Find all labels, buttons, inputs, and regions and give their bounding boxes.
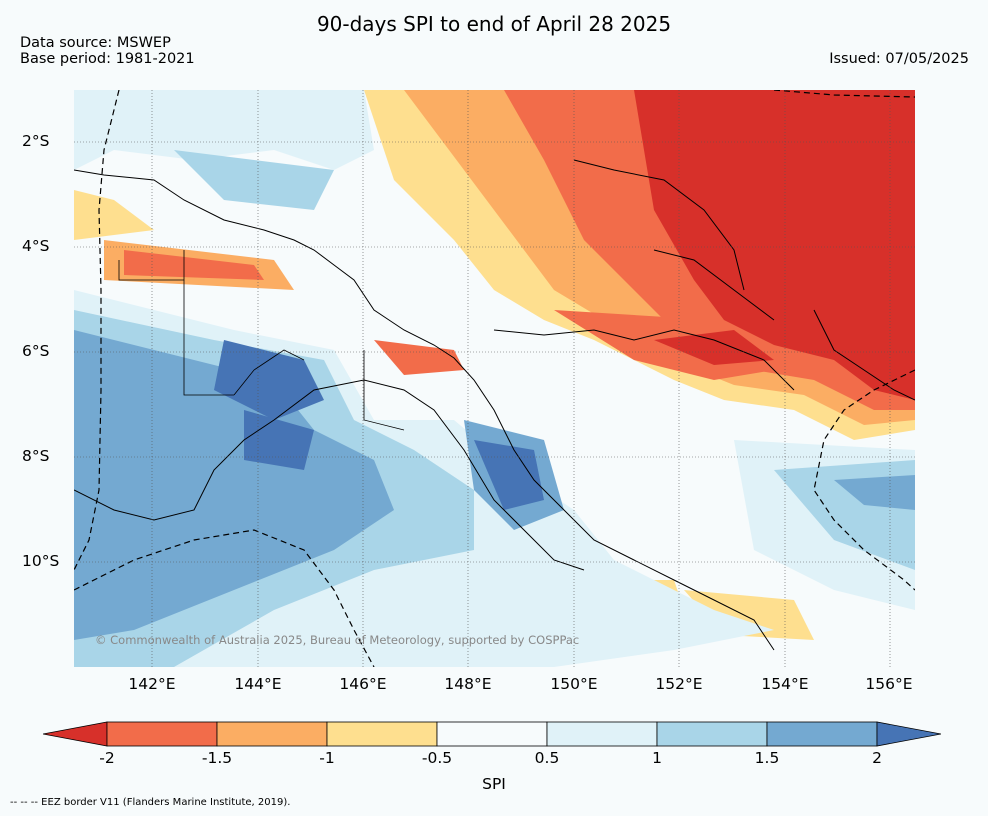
colorbar-segment [436, 721, 548, 747]
lon-label: 152°E [655, 675, 703, 693]
base-period: Base period: 1981-2021 [20, 51, 195, 67]
lon-label: 146°E [339, 675, 387, 693]
lat-label: 4°S [22, 237, 50, 255]
spi-map [74, 90, 915, 667]
colorbar-segment [656, 721, 768, 747]
colorbar-arrow-low [43, 721, 108, 747]
copyright-notice: © Commonwealth of Australia 2025, Bureau… [95, 633, 580, 647]
colorbar-arrow-high [876, 721, 941, 747]
colorbar-segment [766, 721, 878, 747]
dry-region [74, 90, 915, 640]
colorbar-tick: -1.5 [201, 749, 233, 767]
colorbar-label: SPI [482, 775, 506, 793]
coastlines [74, 159, 915, 651]
colorbar-tick: 0.5 [534, 749, 560, 767]
colorbar-tick: 1.5 [754, 749, 780, 767]
colorbar [43, 721, 941, 747]
colorbar-tick: 1 [652, 749, 662, 767]
colorbar-tick: 2 [872, 749, 882, 767]
lon-label: 150°E [550, 675, 598, 693]
colorbar-segment [326, 721, 438, 747]
page-title: 90-days SPI to end of April 28 2025 [316, 12, 672, 36]
lat-label: 2°S [22, 132, 50, 150]
colorbar-segment [216, 721, 328, 747]
colorbar-segment [546, 721, 658, 747]
colorbar-segment [106, 721, 218, 747]
gridlines [74, 90, 915, 667]
eez-borders [74, 90, 915, 667]
footnote: -- -- -- EEZ border V11 (Flanders Marine… [10, 797, 291, 808]
lon-label: 142°E [128, 675, 176, 693]
lat-label: 8°S [22, 447, 50, 465]
metadata: Data source: MSWEP Base period: 1981-202… [20, 35, 195, 67]
lon-label: 148°E [444, 675, 492, 693]
colorbar-tick: -0.5 [421, 749, 453, 767]
lon-label: 156°E [865, 675, 913, 693]
colorbar-tick: -1 [319, 749, 335, 767]
province-borders [118, 250, 405, 431]
lat-label: 6°S [22, 342, 50, 360]
issued-date: Issued: 07/05/2025 [829, 51, 969, 67]
lon-label: 144°E [234, 675, 282, 693]
wet-region [74, 90, 915, 667]
lon-label: 154°E [761, 675, 809, 693]
data-source: Data source: MSWEP [20, 35, 171, 51]
colorbar-tick: -2 [99, 749, 115, 767]
lat-label: 10°S [22, 552, 60, 570]
